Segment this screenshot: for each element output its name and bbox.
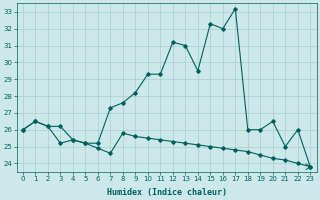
X-axis label: Humidex (Indice chaleur): Humidex (Indice chaleur)	[107, 188, 227, 197]
